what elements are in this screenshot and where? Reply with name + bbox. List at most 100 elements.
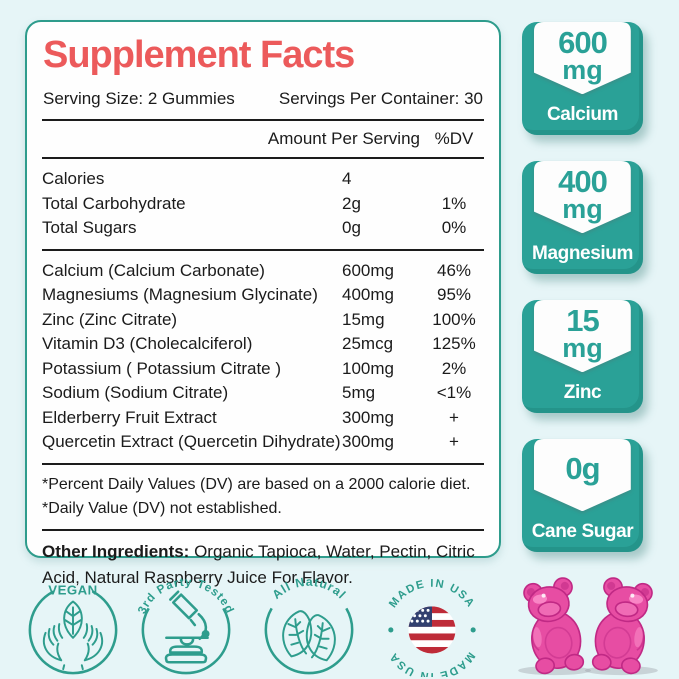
ribbon-shape	[534, 22, 631, 95]
row-dv: 125%	[432, 334, 476, 353]
row-amount: 400mg	[342, 285, 394, 304]
dot-left	[388, 627, 394, 633]
all-natural-seal: All Natural	[264, 577, 354, 675]
footnote-dv-basis: *Percent Daily Values (DV) are based on …	[42, 475, 471, 493]
badge-amount-value: 600	[558, 25, 608, 60]
row-dv: 46%	[436, 260, 472, 280]
divider	[42, 462, 484, 465]
us-flag-icon	[408, 606, 456, 654]
badge-label: Calcium	[546, 104, 619, 125]
row-name: Vitamin D3 (Cholecalciferol)	[42, 334, 253, 353]
badge-calcium: 600 mg Calcium	[522, 22, 643, 135]
third-party-tested-seal: 3rd Party Tested	[137, 577, 235, 675]
other-ingredients: Other Ingredients: Organic Tapioca, Wate…	[42, 539, 484, 591]
serving-size: Serving Size: 2 Gummies	[43, 89, 235, 108]
hands-holding-leaf-icon	[42, 600, 104, 671]
dv-header: %DV	[434, 129, 474, 148]
divider	[42, 528, 484, 531]
svg-text:3rd Party Tested: 3rd Party Tested	[137, 577, 235, 616]
made-in-usa-seal: MADE IN USA MADE IN USA	[387, 578, 477, 677]
table-row: Total Carbohydrate 2g 1%	[42, 192, 484, 217]
badge-label: Magnesium	[532, 243, 633, 264]
badge-amount: 15 mg	[534, 305, 631, 363]
vegan-seal: VEGAN	[28, 583, 118, 675]
dot-right	[470, 627, 476, 633]
row-amount: 0g	[342, 218, 361, 237]
table-row: Total Sugars 0g 0%	[42, 216, 484, 241]
badge-label: Zinc	[563, 382, 602, 403]
badge-amount-unit: mg	[562, 193, 603, 224]
footnote-dv-not-established: *Daily Value (DV) not established.	[42, 499, 282, 517]
row-amount: 300mg	[342, 407, 394, 427]
badge-zinc: 15 mg Zinc	[522, 300, 643, 413]
panel-title: Supplement Facts	[43, 34, 355, 76]
third-party-label: 3rd Party Tested	[137, 577, 235, 616]
svg-text:MADE IN USA: MADE IN USA	[387, 578, 477, 610]
table-row: Calories 4	[42, 167, 484, 192]
table-row: Calcium (Calcium Carbonate) 600mg 46%	[42, 259, 484, 284]
badge-amount-value: 0g	[565, 451, 600, 486]
other-ingredients-label: Other Ingredients:	[42, 541, 190, 561]
table-row: Zinc (Zinc Citrate) 15mg 100%	[42, 308, 484, 333]
row-name: Elderberry Fruit Extract	[42, 407, 217, 427]
row-name: Total Sugars	[42, 218, 137, 237]
ribbon-shape	[534, 300, 631, 373]
badge-amount-unit: mg	[562, 332, 603, 363]
row-amount: 2g	[342, 193, 361, 213]
made-in-usa-top-label: MADE IN USA	[387, 578, 475, 610]
row-name: Calcium (Calcium Carbonate)	[42, 260, 265, 280]
leaves-icon	[282, 610, 336, 662]
badge-amount: 400 mg	[534, 166, 631, 224]
row-amount: 4	[342, 169, 352, 188]
svg-text:MADE IN USA: MADE IN USA	[387, 650, 477, 677]
table-row: Sodium (Sodium Citrate) 5mg <1%	[42, 381, 484, 406]
nutrient-section: Calcium (Calcium Carbonate) 600mg 46% Ma…	[42, 259, 484, 455]
row-dv: 95%	[436, 285, 472, 304]
row-name: Total Carbohydrate	[42, 193, 186, 213]
made-in-usa-bottom-label: MADE IN USA	[387, 650, 475, 677]
row-amount: 300mg	[342, 432, 394, 451]
row-dv: 2%	[441, 358, 467, 378]
badge-amount: 0g	[534, 453, 631, 484]
badge-amount-value: 400	[558, 164, 608, 199]
row-dv: 1%	[441, 193, 467, 213]
table-row: Potassium ( Potassium Citrate ) 100mg 2%	[42, 357, 484, 382]
badge-cane-sugar: 0g Cane Sugar	[522, 439, 643, 552]
row-amount: 5mg	[342, 383, 376, 402]
table-row: Vitamin D3 (Cholecalciferol) 25mcg 125%	[42, 332, 484, 357]
row-amount: 600mg	[342, 260, 394, 280]
servings-per-container: Servings Per Container: 30	[278, 89, 483, 108]
badge-amount-unit: mg	[562, 54, 603, 85]
divider	[42, 157, 484, 159]
serving-row: Serving Size: 2 Gummies Servings Per Con…	[42, 89, 484, 111]
other-ingredients-text: Organic Tapioca, Water, Pectin, Citric A…	[42, 541, 475, 587]
supplement-facts-panel: Supplement Facts Serving Size: 2 Gummies…	[25, 20, 501, 587]
row-name: Magnesiums (Magnesium Glycinate)	[42, 285, 318, 304]
row-name: Sodium (Sodium Citrate)	[42, 383, 229, 402]
table-row: Elderberry Fruit Extract 300mg +	[42, 406, 484, 431]
calorie-section: Calories 4 Total Carbohydrate 2g 1% Tota…	[42, 167, 484, 241]
row-name: Calories	[42, 169, 105, 188]
divider	[42, 248, 484, 251]
row-dv	[424, 167, 484, 192]
row-amount: 15mg	[342, 309, 385, 329]
vegan-label: VEGAN	[48, 583, 97, 598]
all-natural-label: All Natural	[269, 577, 347, 602]
table-row: Quercetin Extract (Quercetin Dihydrate) …	[42, 430, 484, 455]
row-dv: +	[449, 407, 459, 427]
ribbon-shape	[534, 161, 631, 234]
table-row: Magnesiums (Magnesium Glycinate) 400mg 9…	[42, 283, 484, 308]
row-dv: <1%	[436, 383, 472, 402]
badge-amount: 600 mg	[534, 27, 631, 85]
badge-label: Cane Sugar	[531, 521, 634, 542]
row-amount: 100mg	[342, 358, 394, 378]
svg-text:All Natural: All Natural	[269, 577, 348, 602]
row-dv: 100%	[432, 309, 476, 329]
badge-magnesium: 400 mg Magnesium	[522, 161, 643, 274]
badge-amount-value: 15	[566, 303, 599, 338]
row-dv: 0%	[441, 218, 467, 237]
amount-header-row: Amount Per Serving %DV	[42, 129, 484, 149]
microscope-icon	[164, 590, 210, 664]
ribbon-shape	[534, 439, 631, 512]
